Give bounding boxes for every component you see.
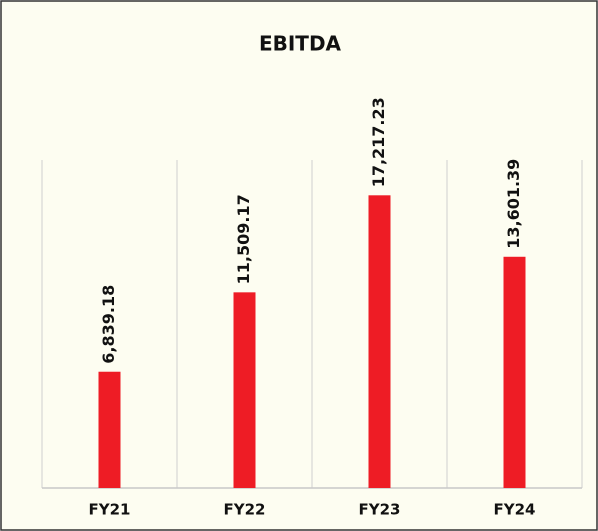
bar: [503, 256, 526, 488]
x-tick-label: FY23: [359, 501, 401, 519]
data-label: 6,839.18: [99, 285, 118, 364]
data-label: 17,217.23: [369, 97, 388, 187]
x-tick-label: FY21: [89, 501, 131, 519]
x-tick-label: FY24: [494, 501, 536, 519]
data-label: 13,601.39: [504, 159, 523, 249]
x-tick-label: FY22: [224, 501, 266, 519]
data-label: 11,509.17: [234, 194, 253, 284]
bar: [233, 292, 256, 488]
chart-title: EBITDA: [259, 32, 342, 56]
bar: [98, 371, 121, 488]
bar: [368, 195, 391, 489]
